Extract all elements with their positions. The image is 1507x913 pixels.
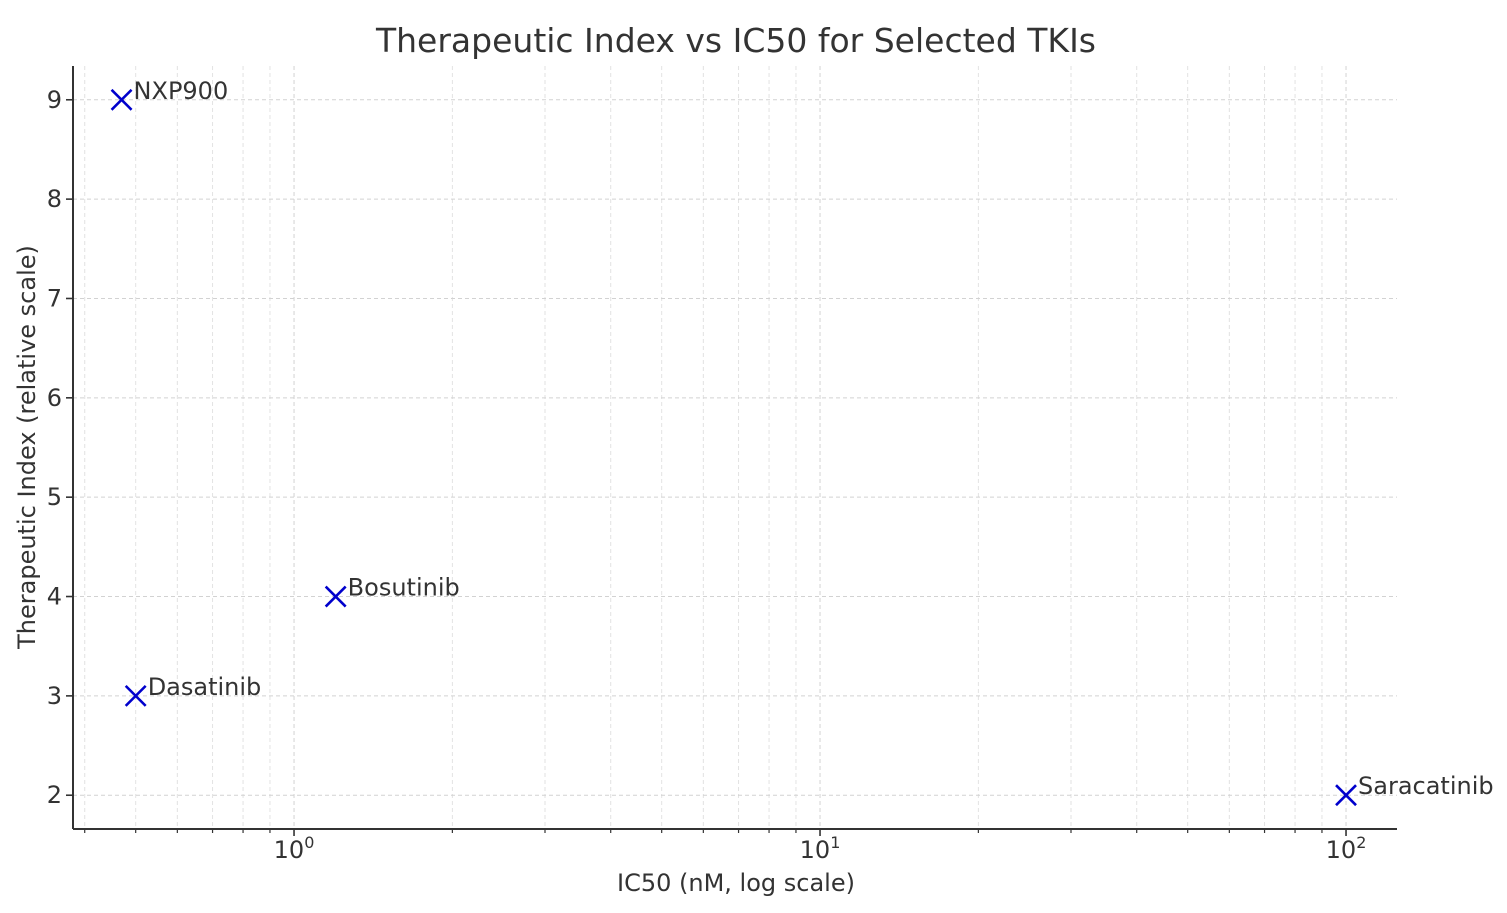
y-tick-label: 7 [47,284,62,312]
point-label: NXP900 [134,77,229,105]
x-marker [124,684,147,707]
x-tick-label: 100 [274,833,315,864]
y-tick-label: 5 [47,483,62,511]
data-points: NXP900 Dasatinib Bosutinib Saracatinib [110,77,1494,807]
data-point: NXP900 [110,77,229,111]
x-marker [1335,784,1357,807]
x-tick-label: 102 [1326,833,1367,864]
chart-title: Therapeutic Index vs IC50 for Selected T… [375,21,1096,60]
axes [72,66,1397,830]
x-tick-label: 101 [800,833,841,864]
y-tick-label: 9 [47,86,62,114]
y-tick-label: 8 [47,185,62,213]
data-point: Saracatinib [1335,772,1494,807]
point-label: Saracatinib [1358,772,1494,800]
data-point: Bosutinib [324,574,460,608]
x-marker [110,88,133,111]
y-tick-label: 4 [47,583,62,611]
ticks: 100 101 102 2 3 4 5 6 7 8 9 [47,86,1367,864]
y-tick-label: 2 [47,781,62,809]
point-label: Bosutinib [348,574,460,602]
x-axis-label: IC50 (nM, log scale) [617,869,855,897]
x-marker [324,585,347,608]
data-point: Dasatinib [124,673,262,707]
y-tick-label: 3 [47,682,62,710]
y-tick-label: 6 [47,384,62,412]
y-axis-label: Therapeutic Index (relative scale) [13,245,41,650]
grid [73,66,1397,829]
point-label: Dasatinib [148,673,262,701]
